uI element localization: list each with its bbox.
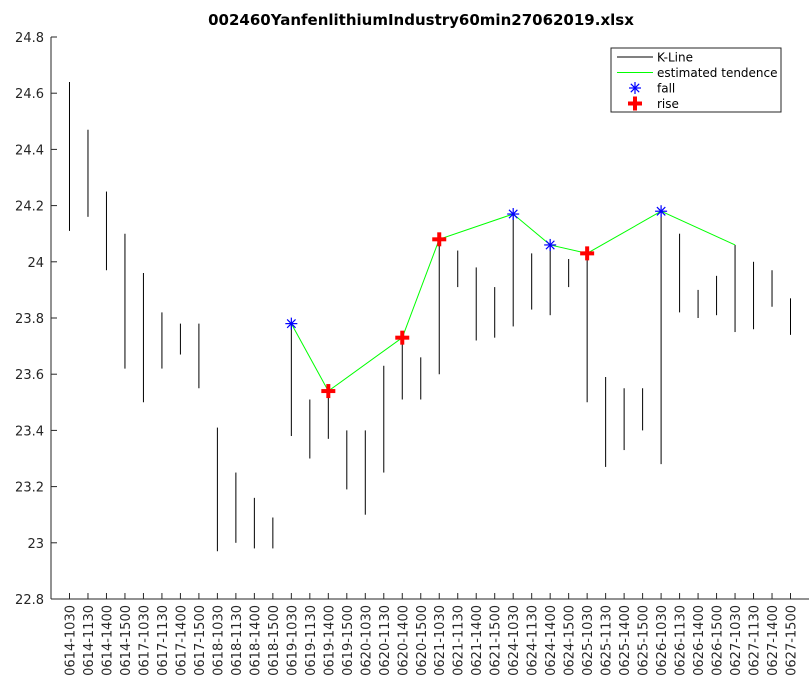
x-tick-label: 0614-1130	[82, 605, 97, 676]
x-tick-label: 0621-1400	[470, 605, 485, 676]
x-tick-label: 0624-1030	[507, 605, 522, 676]
x-tick-label: 0617-1030	[137, 605, 152, 676]
x-tick-label: 0627-1400	[766, 605, 781, 676]
rise-marker	[580, 246, 595, 261]
x-tick-label: 0620-1500	[415, 605, 430, 676]
marker-stroke	[545, 240, 555, 250]
x-tick-label: 0614-1500	[119, 605, 134, 676]
x-tick-label: 0620-1030	[359, 605, 374, 676]
rise-marker	[321, 384, 336, 399]
x-tick-label: 0618-1400	[248, 605, 263, 676]
x-tick-label: 0627-1030	[729, 605, 744, 676]
marker-stroke	[508, 209, 518, 219]
rise-marker	[395, 330, 410, 345]
y-tick-label: 23.6	[15, 368, 44, 383]
y-tick-label: 24.2	[15, 200, 44, 215]
x-tick-label: 0625-1130	[600, 605, 615, 676]
x-tick-label: 0617-1130	[156, 605, 171, 676]
x-tick-label: 0624-1500	[563, 605, 578, 676]
x-tick-label: 0618-1130	[230, 605, 245, 676]
legend-label: estimated tendence	[657, 66, 778, 80]
y-tick-label: 23	[27, 537, 44, 552]
x-tick-label: 0624-1400	[544, 605, 559, 676]
y-tick-label: 23.2	[15, 481, 44, 496]
x-tick-label: 0618-1500	[267, 605, 282, 676]
fall-marker	[655, 205, 668, 218]
legend-label: fall	[657, 82, 675, 96]
x-tick-label: 0626-1500	[711, 605, 726, 676]
x-tick-label: 0620-1400	[396, 605, 411, 676]
legend-label: rise	[657, 97, 679, 111]
x-tick-label: 0626-1030	[655, 605, 670, 676]
x-tick-label: 0618-1030	[211, 605, 226, 676]
legend-symbol	[628, 96, 642, 111]
x-tick-label: 0619-1030	[285, 605, 300, 676]
x-tick-label: 0621-1500	[489, 605, 504, 676]
x-tick-label: 0624-1130	[526, 605, 541, 676]
x-tick-label: 0626-1400	[692, 605, 707, 676]
x-tick-label: 0619-1500	[341, 605, 356, 676]
fall-marker	[285, 317, 298, 330]
x-tick-label: 0621-1030	[433, 605, 448, 676]
marker-stroke	[286, 318, 296, 329]
x-tick-label: 0627-1130	[748, 605, 763, 676]
marker-stroke	[656, 206, 666, 216]
y-tick-label: 22.8	[15, 593, 44, 608]
x-tick-label: 0625-1030	[581, 605, 596, 676]
fall-marker	[544, 238, 557, 251]
rise-marker	[432, 232, 447, 247]
x-tick-label: 0621-1130	[452, 605, 467, 676]
fall-marker	[507, 208, 520, 221]
x-tick-label: 0625-1500	[637, 605, 652, 676]
x-tick-label: 0620-1130	[378, 605, 393, 676]
x-tick-label: 0619-1400	[322, 605, 337, 676]
y-tick-label: 24.6	[15, 87, 44, 102]
x-tick-label: 0617-1400	[174, 605, 189, 676]
y-tick-label: 24	[27, 256, 44, 271]
x-tick-label: 0619-1130	[304, 605, 319, 676]
legend-box	[610, 47, 782, 113]
x-tick-label: 0614-1400	[100, 605, 115, 676]
x-tick-label: 0617-1500	[193, 605, 208, 676]
legend-label: K-Line	[657, 51, 693, 65]
legend-symbol	[629, 82, 641, 94]
y-tick-label: 23.8	[15, 312, 44, 327]
x-tick-label: 0626-1130	[674, 605, 689, 676]
y-tick-label: 24.8	[15, 31, 44, 46]
y-tick-label: 24.4	[15, 143, 44, 158]
chart-title: 002460YanfenlithiumIndustry60min27062019…	[208, 11, 634, 29]
x-tick-label: 0625-1400	[618, 605, 633, 676]
x-tick-label: 0614-1030	[63, 605, 78, 676]
y-tick-label: 23.4	[15, 424, 44, 439]
x-tick-label: 0627-1500	[785, 605, 800, 676]
marker-stroke	[630, 83, 640, 93]
